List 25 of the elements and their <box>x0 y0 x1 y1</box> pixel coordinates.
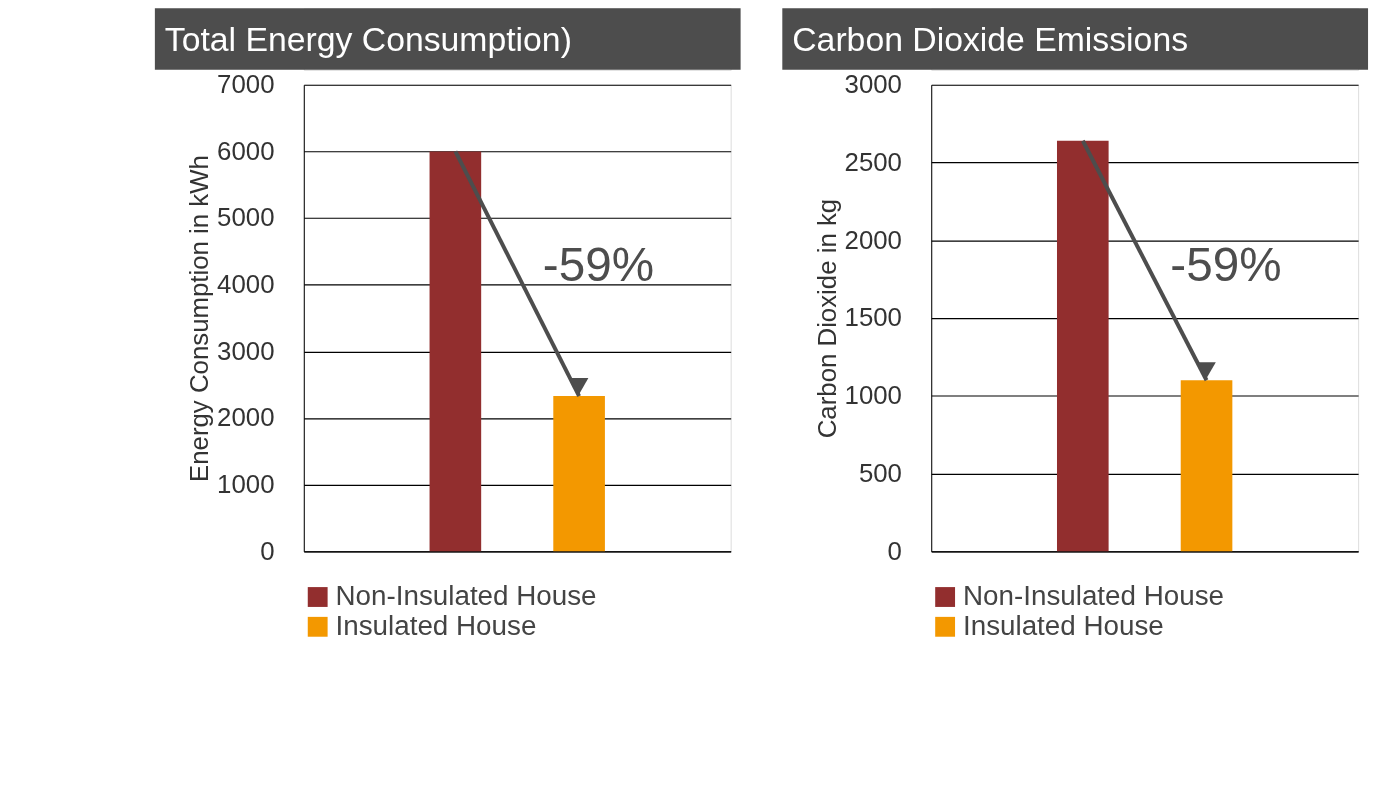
y-tick-label: 2500 <box>844 147 902 176</box>
y-tick-label: 5000 <box>217 203 275 232</box>
chart-title: Total Energy Consumption) <box>164 19 572 58</box>
legend-label: Insulated House <box>335 609 537 641</box>
y-tick-label: 500 <box>858 459 902 488</box>
y-tick-label: 3000 <box>844 70 902 99</box>
y-tick-label: 2000 <box>217 403 275 432</box>
legend-label: Insulated House <box>962 609 1164 641</box>
y-tick-label: 1500 <box>844 303 902 332</box>
y-tick-label: 7000 <box>217 70 275 99</box>
annotation: -59% <box>542 237 655 291</box>
y-tick-label: 1000 <box>217 470 275 499</box>
y-tick-label: 0 <box>887 536 902 565</box>
y-tick-label: 0 <box>260 536 275 565</box>
legend-label: Non-Insulated House <box>335 579 597 611</box>
y-axis-title: Energy Consumption in kWh <box>185 155 214 482</box>
y-tick-label: 2000 <box>844 225 902 254</box>
chart-title: Carbon Dioxide Emissions <box>792 19 1189 58</box>
y-tick-label: 3000 <box>217 336 275 365</box>
legend-label: Non-Insulated House <box>962 579 1224 611</box>
y-tick-label: 6000 <box>217 136 275 165</box>
y-axis-title: Carbon Dioxide in kg <box>812 198 841 439</box>
y-tick-label: 1000 <box>844 381 902 410</box>
annotation: -59% <box>1170 237 1282 291</box>
y-tick-label: 4000 <box>217 270 275 299</box>
